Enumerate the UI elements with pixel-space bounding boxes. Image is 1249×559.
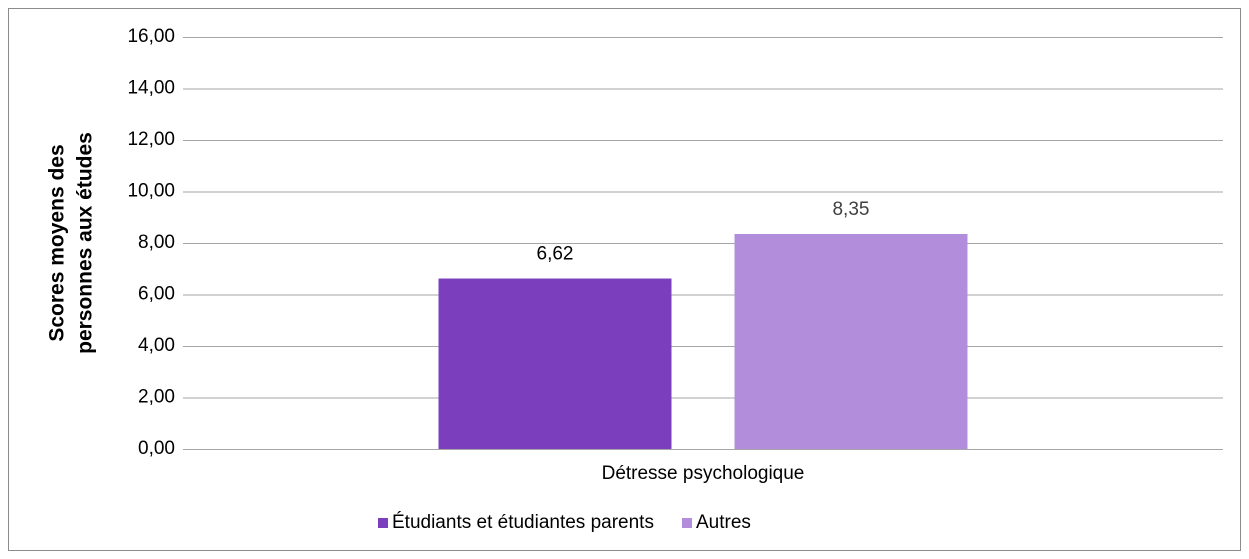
- x-tick-label: Détresse psychologique: [602, 463, 805, 484]
- y-tick-label: 14,00: [127, 78, 175, 99]
- y-axis-title: personnes aux études: [74, 132, 97, 354]
- y-tick-label: 16,00: [127, 26, 175, 47]
- bar: [734, 233, 968, 449]
- y-tick-label: 0,00: [138, 438, 175, 459]
- legend-label: Autres: [696, 512, 751, 533]
- y-tick-label: 10,00: [127, 181, 175, 202]
- y-tick-label: 2,00: [138, 387, 175, 408]
- data-label: 6,62: [537, 244, 574, 265]
- y-tick-label: 6,00: [138, 284, 175, 305]
- y-tick-label: 12,00: [127, 129, 175, 150]
- legend-label: Étudiants et étudiantes parents: [392, 512, 654, 533]
- y-axis-title: Scores moyens des: [46, 144, 69, 341]
- data-label: 8,35: [832, 199, 869, 220]
- y-tick-label: 4,00: [138, 335, 175, 356]
- bar: [438, 278, 672, 449]
- legend-swatch: [378, 518, 388, 528]
- y-tick-label: 8,00: [138, 232, 175, 253]
- legend-swatch: [681, 518, 692, 528]
